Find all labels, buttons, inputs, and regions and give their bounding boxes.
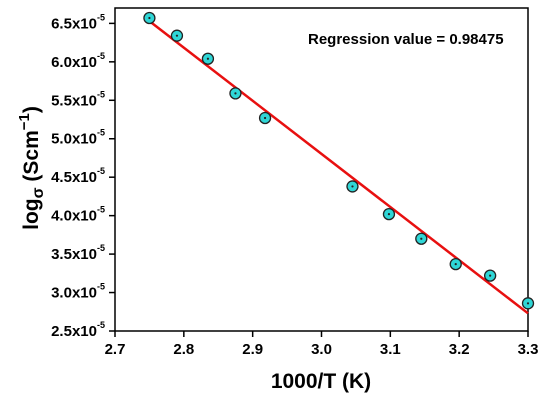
data-point-center bbox=[454, 262, 457, 266]
y-tick-label: 5.0x10-5 bbox=[51, 128, 105, 148]
y-title-prefix: log bbox=[20, 198, 43, 230]
x-tick-label: 3.0 bbox=[311, 341, 332, 358]
data-point-center bbox=[206, 57, 210, 60]
axis-ticks: 2.7 2.8 2.9 3.0 3.1 3.2 3.3 2.5x10-5 3.0x10-5 3.5… bbox=[51, 12, 538, 358]
x-tick-label: 3.3 bbox=[518, 341, 539, 358]
x-tick-label: 3.1 bbox=[380, 341, 401, 358]
data-point-center bbox=[263, 116, 267, 120]
x-tick-label: 3.2 bbox=[449, 341, 470, 358]
data-point-center bbox=[148, 16, 151, 20]
data-point-center bbox=[175, 34, 179, 37]
y-tick-label: 3.0x10-5 bbox=[51, 282, 105, 302]
data-point-center bbox=[351, 185, 354, 188]
data-point-center bbox=[526, 302, 530, 305]
data-point-center bbox=[489, 274, 492, 277]
data-point-center bbox=[234, 92, 237, 95]
y-tick-label: 4.5x10-5 bbox=[51, 166, 105, 186]
y-tick-label: 2.5x10-5 bbox=[51, 320, 105, 340]
y-tick-label: 6.0x10-5 bbox=[51, 51, 105, 71]
y-axis-title: logσ (Scm−1) bbox=[16, 106, 47, 230]
y-tick-label: 4.0x10-5 bbox=[51, 205, 105, 225]
y-tick-label: 6.5x10-5 bbox=[51, 12, 105, 32]
y-title-sigma: σ bbox=[30, 187, 47, 198]
y-tick-label: 5.5x10-5 bbox=[51, 89, 105, 109]
plot-frame bbox=[114, 7, 529, 332]
regression-line bbox=[148, 20, 529, 315]
y-title-unit-exponent: −1 bbox=[16, 113, 33, 130]
x-tick-label: 2.8 bbox=[173, 341, 194, 358]
regression-annotation: Regression value = 0.98475 bbox=[308, 31, 504, 48]
y-title-unit-close: ) bbox=[20, 106, 43, 113]
data-points bbox=[143, 11, 535, 310]
x-tick-label: 2.7 bbox=[105, 341, 126, 358]
data-point-center bbox=[420, 237, 423, 240]
y-tick-label: 3.5x10-5 bbox=[51, 243, 105, 263]
y-title-unit: (Scm bbox=[20, 130, 43, 187]
x-axis-title: 1000/T (K) bbox=[271, 370, 371, 393]
data-point-center bbox=[387, 213, 391, 216]
x-tick-label: 2.9 bbox=[242, 341, 263, 358]
